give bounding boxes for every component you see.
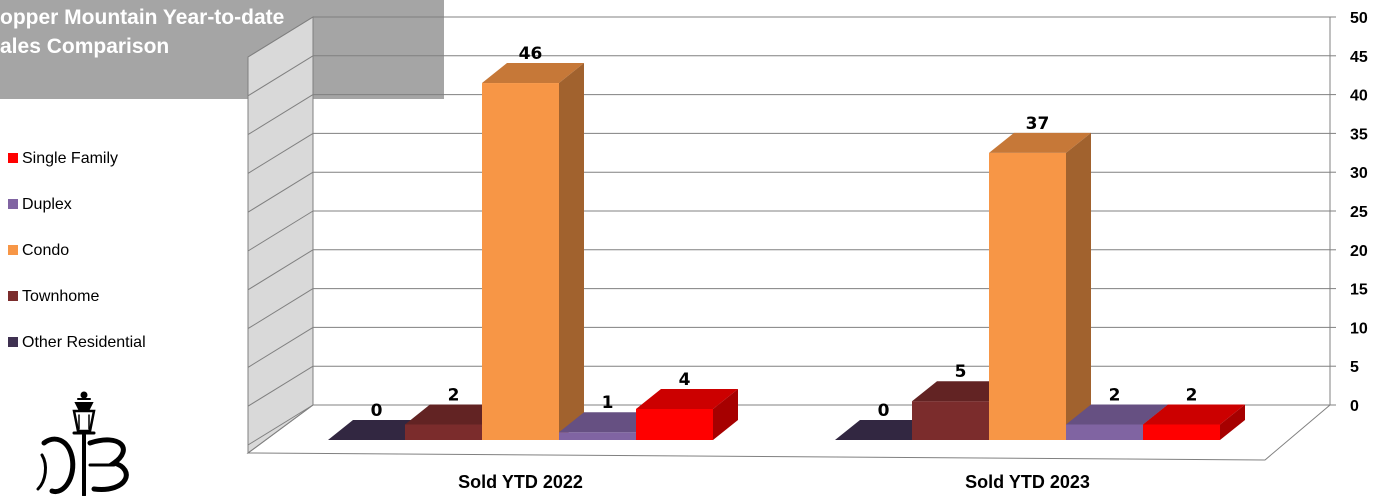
bar-front bbox=[989, 152, 1066, 440]
data-label: 2 bbox=[1109, 385, 1121, 405]
bar-top bbox=[559, 412, 661, 433]
chart-bars bbox=[328, 63, 1245, 440]
side-wall-gridline bbox=[247, 16, 314, 58]
legend-label: Townhome bbox=[22, 288, 100, 305]
data-label: 2 bbox=[1186, 385, 1198, 405]
y-tick-label: 35 bbox=[1350, 126, 1368, 143]
side-wall-gridline bbox=[247, 249, 314, 291]
bar-front bbox=[1066, 424, 1143, 440]
x-tick-label: Sold YTD 2022 bbox=[458, 472, 583, 492]
y-tick-label: 10 bbox=[1350, 320, 1368, 337]
bar-top bbox=[989, 132, 1091, 153]
legend-item: Single Family bbox=[8, 150, 118, 170]
lamp-post-logo-icon bbox=[36, 391, 129, 496]
y-tick-label: 45 bbox=[1350, 49, 1368, 66]
bar-top bbox=[835, 420, 937, 440]
bar-top bbox=[1066, 404, 1168, 425]
bar-top bbox=[912, 381, 1014, 402]
side-wall-gridline bbox=[247, 404, 314, 446]
data-label: 5 bbox=[955, 362, 967, 382]
data-label: 0 bbox=[878, 401, 890, 421]
bar-front bbox=[559, 432, 636, 440]
chart-title-line-1: opper Mountain Year-to-date bbox=[0, 6, 285, 29]
bar-top bbox=[1143, 404, 1245, 425]
x-axis-ticks: Sold YTD 2022 Sold YTD 2023 bbox=[458, 472, 1090, 492]
y-tick-label: 0 bbox=[1350, 398, 1359, 415]
legend-label: Other Residential bbox=[22, 334, 146, 351]
bar bbox=[482, 63, 584, 440]
y-tick-label: 25 bbox=[1350, 204, 1368, 221]
y-tick-label: 5 bbox=[1350, 359, 1359, 376]
bar-front bbox=[912, 401, 989, 440]
bar-top bbox=[328, 420, 430, 440]
legend-label: Single Family bbox=[22, 150, 119, 167]
legend-item: Duplex bbox=[8, 196, 72, 216]
y-axis-ticks: 0 5 10 15 20 25 30 35 40 45 50 bbox=[1350, 10, 1368, 415]
bar-top bbox=[405, 404, 507, 425]
side-wall-gridline bbox=[247, 132, 314, 174]
bar-top bbox=[482, 63, 584, 84]
y-tick-label: 20 bbox=[1350, 243, 1368, 260]
bar-side bbox=[713, 388, 738, 440]
bar-front bbox=[636, 408, 713, 440]
side-wall-gridline bbox=[247, 288, 314, 330]
chart-walls bbox=[246, 16, 1332, 461]
data-label: 37 bbox=[1026, 114, 1050, 134]
legend-item: Condo bbox=[8, 242, 69, 262]
bar-front bbox=[405, 424, 482, 440]
y-tick-label: 40 bbox=[1350, 88, 1368, 105]
side-wall-gridline bbox=[247, 171, 314, 213]
bar-side bbox=[1220, 404, 1245, 440]
data-label: 2 bbox=[448, 385, 460, 405]
side-wall-gridline bbox=[247, 94, 314, 136]
data-label: 0 bbox=[371, 401, 383, 421]
bar bbox=[1143, 404, 1245, 440]
legend-swatch bbox=[8, 152, 18, 163]
y-tick-label: 15 bbox=[1350, 282, 1368, 299]
side-wall-gridline bbox=[247, 210, 314, 252]
bar-side bbox=[1066, 132, 1091, 440]
bar-front bbox=[482, 83, 559, 440]
legend-swatch bbox=[8, 244, 18, 255]
chart-side-wall bbox=[247, 16, 314, 454]
bar bbox=[328, 420, 430, 440]
legend-item: Other Residential bbox=[8, 334, 146, 354]
chart-data-labels: 0 2 46 1 4 0 5 37 2 2 bbox=[371, 44, 1198, 421]
bar-top bbox=[636, 388, 738, 409]
bar-front bbox=[1143, 424, 1220, 440]
legend-item: Townhome bbox=[8, 288, 99, 308]
bar bbox=[989, 132, 1091, 440]
data-label: 1 bbox=[602, 393, 614, 413]
legend-swatch bbox=[8, 290, 18, 301]
legend-swatch bbox=[8, 198, 18, 209]
side-wall-gridline bbox=[247, 365, 314, 407]
side-wall-gridline bbox=[247, 55, 314, 97]
y-tick-label: 30 bbox=[1350, 165, 1368, 182]
legend-label: Duplex bbox=[22, 196, 72, 213]
bar bbox=[835, 420, 937, 440]
chart-gridlines bbox=[247, 16, 1336, 446]
side-wall-gridline bbox=[247, 326, 314, 368]
x-tick-label: Sold YTD 2023 bbox=[965, 472, 1090, 492]
legend-label: Condo bbox=[22, 242, 70, 259]
bar-side bbox=[559, 63, 584, 440]
legend-swatch bbox=[8, 336, 18, 347]
chart-title-line-2: ales Comparison bbox=[0, 35, 170, 58]
y-tick-label: 50 bbox=[1350, 10, 1368, 27]
data-label: 4 bbox=[679, 370, 691, 390]
bar bbox=[636, 388, 738, 440]
data-label: 46 bbox=[519, 44, 543, 64]
bar bbox=[912, 381, 1014, 440]
